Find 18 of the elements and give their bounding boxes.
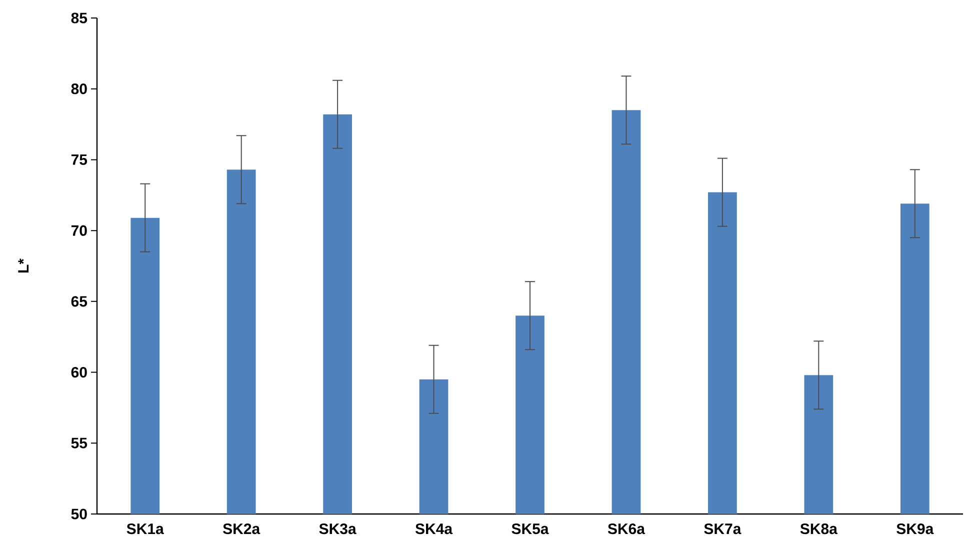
y-tick-label: 70 bbox=[71, 225, 87, 236]
y-axis-title: L* bbox=[18, 258, 29, 272]
x-tick-label: SK8a bbox=[800, 524, 838, 534]
y-tick-label: 80 bbox=[71, 84, 87, 94]
x-tick-label: SK1a bbox=[126, 524, 164, 534]
x-tick-label: SK7a bbox=[704, 524, 742, 534]
y-tick-label: 85 bbox=[71, 12, 88, 24]
y-tick-label: 60 bbox=[71, 366, 87, 378]
x-tick-label: SK6a bbox=[608, 524, 646, 534]
x-tick-label: SK2a bbox=[223, 524, 260, 534]
y-tick-label: 65 bbox=[71, 296, 88, 307]
x-tick-label: SK5a bbox=[512, 524, 549, 534]
x-tick-label: SK9a bbox=[896, 524, 934, 534]
y-tick-label: 75 bbox=[71, 154, 88, 165]
y-tick-label: 50 bbox=[71, 508, 87, 520]
x-tick-label: SK3a bbox=[319, 524, 356, 534]
y-tick-label: 55 bbox=[71, 438, 88, 448]
x-tick-label: SK4a bbox=[415, 524, 453, 534]
